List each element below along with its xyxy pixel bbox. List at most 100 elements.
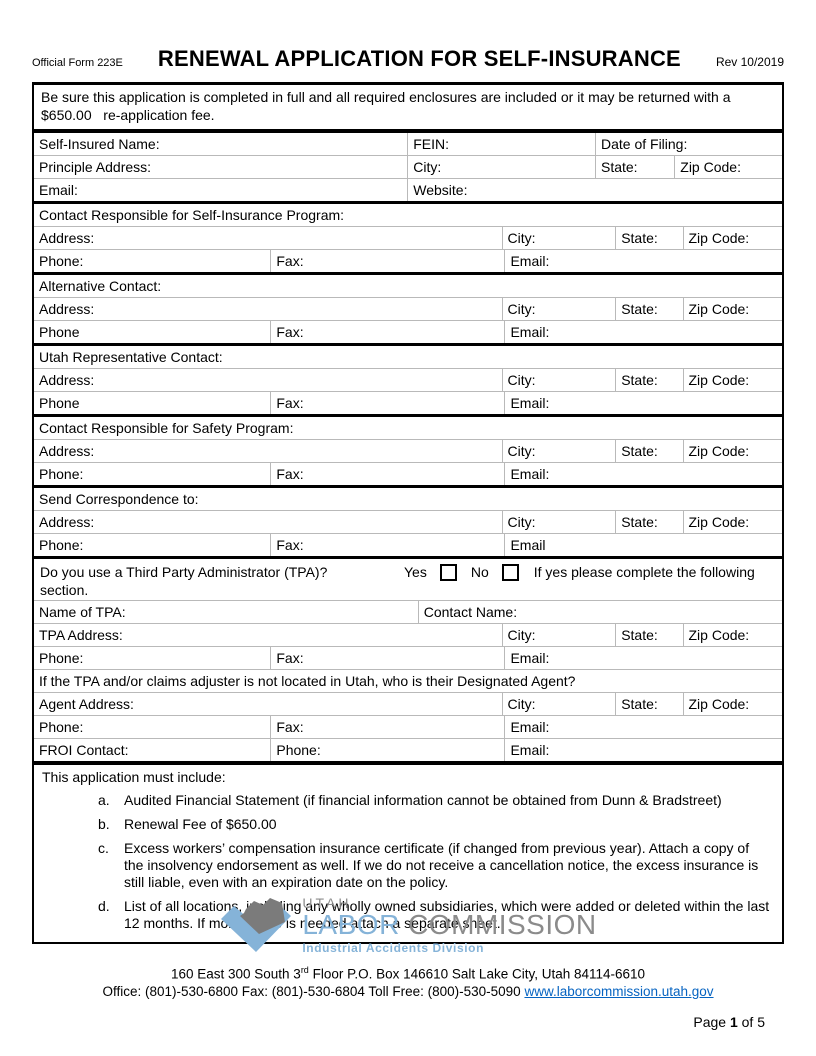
designated-agent-question-row: If the TPA and/or claims adjuster is not… <box>34 669 782 692</box>
fax-field: Fax: <box>270 534 504 556</box>
page-number: Page 1 of 5 <box>693 1014 765 1030</box>
email-field: Email: <box>504 739 782 761</box>
phone-field: Phone: <box>39 650 84 666</box>
address-field: Address: <box>39 443 95 459</box>
tpa-name-field: Name of TPA: <box>39 604 126 620</box>
email-field: Email <box>504 534 782 556</box>
email-field: Email: <box>504 716 782 738</box>
tpa-question-row: Do you use a Third Party Administrator (… <box>34 556 782 600</box>
email-field: Email: <box>504 463 782 485</box>
table-row: Phone: Fax: Email: <box>34 462 782 485</box>
address-field: Address: <box>39 372 95 388</box>
requirement-item: b. Renewal Fee of $650.00 <box>98 816 770 833</box>
froi-contact-field: FROI Contact: <box>39 742 129 758</box>
tpa-if-yes-text: If yes please complete the following <box>533 564 755 580</box>
logo-big-line: LABOR COMMISSION <box>302 910 596 939</box>
table-row: Phone: Fax: Email <box>34 533 782 556</box>
zip-code-field: Zip Code: <box>682 440 783 462</box>
zip-code-field: Zip Code: <box>682 693 783 715</box>
designated-agent-question: If the TPA and/or claims adjuster is not… <box>39 673 576 689</box>
phone-field: Phone: <box>39 537 84 553</box>
zip-code-field: Zip Code: <box>682 227 783 249</box>
table-row: Address: City: State: Zip Code: <box>34 226 782 249</box>
phone-field: Phone: <box>39 719 84 735</box>
table-row: Email: Website: <box>34 178 782 201</box>
table-row: Address: City: State: Zip Code: <box>34 439 782 462</box>
page-title: RENEWAL APPLICATION FOR SELF-INSURANCE <box>157 46 681 71</box>
section-header: Contact Responsible for Self-Insurance P… <box>34 201 782 226</box>
section-title: Send Correspondence to: <box>39 491 199 507</box>
table-row: Phone: Fax: Email: <box>34 646 782 669</box>
tpa-yes-checkbox[interactable] <box>439 563 457 581</box>
table-row: Address: City: State: Zip Code: <box>34 368 782 391</box>
logo-labor: LABOR <box>302 909 400 940</box>
notice-box: Be sure this application is completed in… <box>34 85 782 133</box>
table-row: Self-Insured Name: FEIN: Date of Filing: <box>34 133 782 155</box>
address-field: Address: <box>39 230 95 246</box>
requirement-item: d. List of all locations, including any … <box>98 898 770 932</box>
item-letter: c. <box>98 840 109 856</box>
section-title: Utah Representative Contact: <box>39 349 223 365</box>
tpa-question: Do you use a Third Party Administrator (… <box>40 564 328 580</box>
address-field: Address: <box>39 301 95 317</box>
city-field: City: <box>501 298 616 320</box>
zip-code-field: Zip Code: <box>682 624 783 646</box>
state-field: State: <box>615 369 682 391</box>
section-title: Contact Responsible for Self-Insurance P… <box>39 207 345 223</box>
table-row: Phone Fax: Email: <box>34 391 782 414</box>
application-form-table: Be sure this application is completed in… <box>32 82 784 944</box>
principle-address-field: Principle Address: <box>39 159 152 175</box>
date-of-filing-field: Date of Filing: <box>594 133 782 155</box>
phone-field: Phone: <box>39 466 84 482</box>
item-letter: b. <box>98 816 110 832</box>
document-header: Official Form 223E RENEWAL APPLICATION F… <box>32 46 784 72</box>
zip-code-field: Zip Code: <box>682 511 783 533</box>
website-field: Website: <box>407 179 782 201</box>
tpa-if-yes-wrap: section. <box>40 582 89 598</box>
email-field: Email: <box>504 392 782 414</box>
section-header: Contact Responsible for Safety Program: <box>34 414 782 439</box>
logo-utah: UTAH <box>302 895 352 911</box>
phone-field: Phone <box>39 324 80 340</box>
section-header: Utah Representative Contact: <box>34 343 782 368</box>
agent-address-field: Agent Address: <box>39 696 134 712</box>
city-field: City: <box>501 227 616 249</box>
state-field: State: <box>615 511 682 533</box>
fax-field: Fax: <box>270 716 504 738</box>
footer-contacts: Office: (801)-530-6800 Fax: (801)-530-68… <box>102 983 714 999</box>
revision-label: Rev 10/2019 <box>715 55 784 69</box>
logo-commission: COMMISSION <box>408 909 597 940</box>
fax-field: Fax: <box>270 321 504 343</box>
table-row: Phone: Fax: Email: <box>34 249 782 272</box>
table-row: Name of TPA: Contact Name: <box>34 600 782 623</box>
city-field: City: <box>501 511 616 533</box>
email-field: Email: <box>504 321 782 343</box>
footer-link[interactable]: www.laborcommission.utah.gov <box>524 983 714 999</box>
section-title: Contact Responsible for Safety Program: <box>39 420 294 436</box>
address-field: Address: <box>39 514 95 530</box>
section-title: Alternative Contact: <box>39 278 162 294</box>
state-field: State: <box>615 298 682 320</box>
city-field: City: <box>501 693 616 715</box>
table-row: TPA Address: City: State: Zip Code: <box>34 623 782 646</box>
zip-code-field: Zip Code: <box>682 298 783 320</box>
table-row: Agent Address: City: State: Zip Code: <box>34 692 782 715</box>
table-row: Address: City: State: Zip Code: <box>34 510 782 533</box>
zip-code-field: Zip Code: <box>682 369 783 391</box>
requirement-item: c. Excess workers’ compensation insuranc… <box>98 840 770 891</box>
state-field: State: <box>615 624 682 646</box>
requirements-intro: This application must include: <box>42 769 226 785</box>
zip-code-field: Zip Code: <box>674 156 782 178</box>
tpa-no-label: No <box>470 564 489 580</box>
state-field: State: <box>615 440 682 462</box>
item-letter: a. <box>98 792 110 808</box>
tpa-no-checkbox[interactable] <box>501 563 519 581</box>
self-insured-name-field: Self-Insured Name: <box>39 136 160 152</box>
tpa-contact-name-field: Contact Name: <box>417 601 782 623</box>
logo-division: Industrial Accidents Division <box>302 941 485 955</box>
table-row: Phone Fax: Email: <box>34 320 782 343</box>
fax-field: Fax: <box>270 647 504 669</box>
section-header: Alternative Contact: <box>34 272 782 297</box>
tpa-yes-label: Yes <box>404 564 427 580</box>
email-field: Email: <box>39 182 78 198</box>
